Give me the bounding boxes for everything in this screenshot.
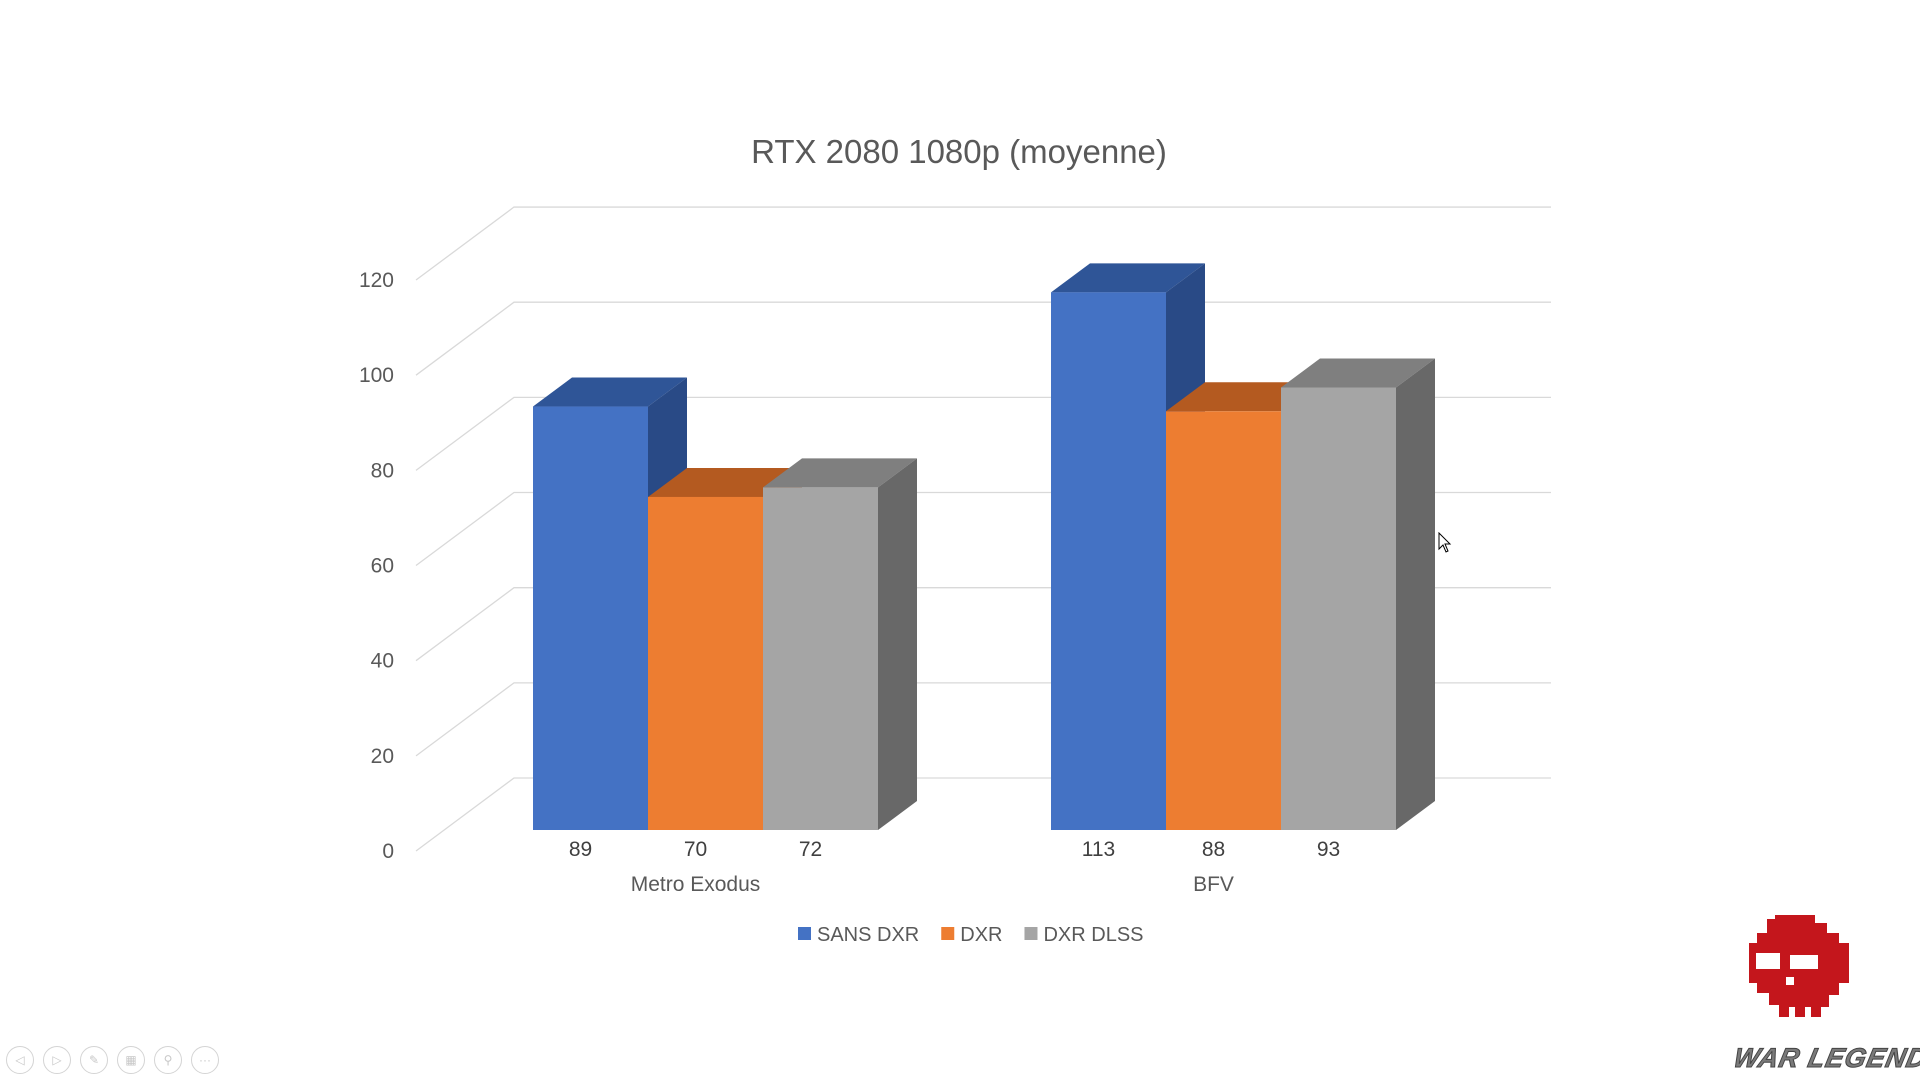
data-label: 88: [1202, 838, 1225, 861]
data-label: 72: [799, 838, 822, 861]
legend-label: DXR: [960, 924, 1002, 946]
data-label: 113: [1082, 838, 1115, 861]
logo-text: WAR LEGEND: [1730, 1043, 1920, 1074]
gridline: [415, 301, 1551, 376]
data-labels: 89 70 72 113 88 93: [569, 838, 1340, 861]
y-tick-label: 0: [382, 840, 394, 863]
mouse-cursor-icon: [1438, 532, 1452, 553]
y-tick-label: 40: [371, 650, 394, 673]
pen-button[interactable]: ✎: [80, 1046, 108, 1074]
bar-front: [1166, 411, 1281, 830]
data-label: 93: [1317, 838, 1340, 861]
bars: [533, 263, 1435, 830]
bar-front: [648, 496, 763, 830]
category-labels: Metro Exodus BFV: [631, 873, 1234, 896]
data-label: 89: [569, 838, 592, 861]
y-tick-label: 60: [371, 555, 394, 578]
gridlines: [415, 206, 1551, 852]
slides-button[interactable]: ▦: [117, 1046, 145, 1074]
bar-front: [763, 487, 878, 830]
bar-top: [763, 458, 917, 488]
slideshow-controls: ◁ ▷ ✎ ▦ ⚲ ···: [6, 1046, 219, 1074]
bar-top: [533, 377, 687, 407]
skull-icon: [1749, 915, 1849, 1017]
bar-top: [1281, 358, 1435, 388]
legend-swatch: [941, 927, 955, 940]
legend: SANS DXR DXR DXR DLSS: [798, 924, 1144, 946]
zoom-button[interactable]: ⚲: [154, 1046, 182, 1074]
bar-dxr-dlss: [1281, 358, 1435, 830]
bar-side: [1396, 358, 1435, 830]
gridline: [415, 206, 1551, 281]
legend-label: DXR DLSS: [1043, 924, 1143, 946]
chart-title: RTX 2080 1080p (moyenne): [751, 133, 1167, 170]
y-tick-label: 80: [371, 459, 394, 482]
y-axis-ticks: 0 20 40 60 80 100 120: [359, 269, 394, 863]
more-button[interactable]: ···: [191, 1046, 219, 1074]
previous-button[interactable]: ◁: [6, 1046, 34, 1074]
category-label: Metro Exodus: [631, 873, 761, 896]
war-legend-logo: WAR LEGEND: [1730, 905, 1920, 1080]
next-button[interactable]: ▷: [43, 1046, 71, 1074]
bar-dxr-dlss: [763, 458, 917, 830]
y-tick-label: 20: [371, 745, 394, 768]
legend-swatch: [1024, 927, 1038, 940]
legend-label: SANS DXR: [817, 924, 919, 946]
bar-side: [878, 458, 917, 830]
data-label: 70: [684, 838, 707, 861]
bar-front: [1281, 387, 1396, 830]
category-label: BFV: [1193, 873, 1234, 896]
bar-top: [1051, 263, 1205, 293]
legend-swatch: [798, 927, 811, 940]
bar-front: [1051, 292, 1166, 830]
bar-front: [533, 406, 648, 830]
y-tick-label: 120: [359, 269, 394, 292]
y-tick-label: 100: [359, 364, 394, 387]
